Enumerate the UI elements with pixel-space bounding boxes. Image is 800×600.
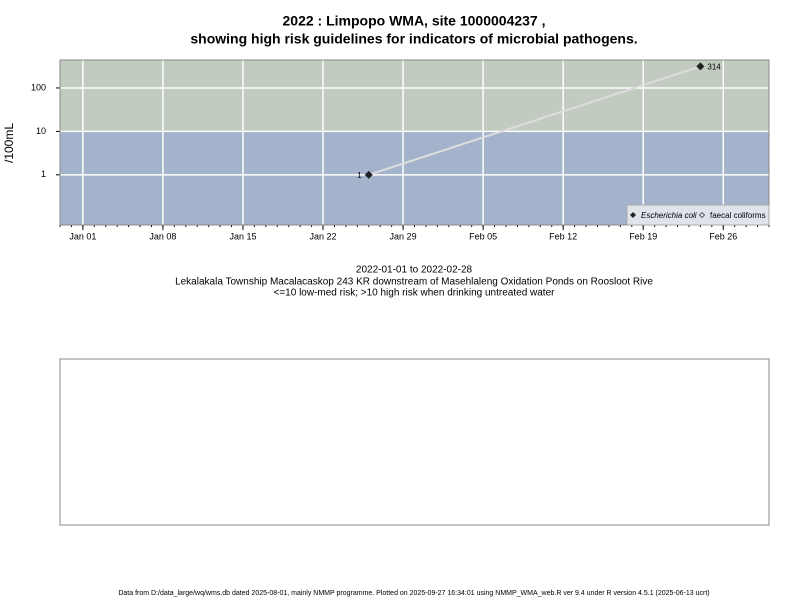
data-label: 314	[707, 62, 721, 71]
x-tick-label: Feb 05	[469, 231, 497, 241]
legend-label: Escherichia coli	[641, 211, 697, 220]
chart-title: showing high risk guidelines for indicat…	[190, 31, 637, 47]
subtitle: <=10 low-med risk; >10 high risk when dr…	[274, 288, 556, 299]
legend-marker	[630, 212, 636, 218]
legend-marker	[699, 212, 705, 218]
y-tick-label: 10	[36, 126, 46, 136]
y-tick-label: 100	[31, 82, 46, 92]
subtitle: Lekalakala Township Macalacaskop 243 KR …	[175, 277, 653, 288]
data-point	[696, 62, 705, 71]
legend-label: faecal coliforms	[710, 211, 766, 220]
x-tick-label: Jan 29	[390, 231, 417, 241]
high-risk-band	[60, 60, 769, 132]
x-tick-label: Jan 15	[229, 231, 256, 241]
x-tick-label: Feb 19	[629, 231, 657, 241]
plot-frame	[59, 59, 770, 226]
data-point	[364, 170, 373, 179]
x-tick-label: Feb 12	[549, 231, 577, 241]
y-tick-label: 1	[41, 169, 46, 179]
series-line	[368, 65, 701, 176]
legend-box	[626, 204, 770, 226]
subtitle: 2022-01-01 to 2022-02-28	[356, 265, 473, 276]
empty-panel	[59, 358, 770, 526]
x-tick-label: Jan 22	[310, 231, 337, 241]
data-label: 1	[357, 171, 362, 180]
y-axis-label: /100mL	[2, 123, 16, 163]
footer: Data from D:/data_large/wq/wms.db dated …	[118, 590, 709, 597]
x-tick-label: Jan 08	[149, 231, 176, 241]
x-tick-label: Feb 26	[709, 231, 737, 241]
x-tick-label: Jan 01	[69, 231, 96, 241]
chart-title: 2022 : Limpopo WMA, site 1000004237 ,	[283, 13, 546, 29]
